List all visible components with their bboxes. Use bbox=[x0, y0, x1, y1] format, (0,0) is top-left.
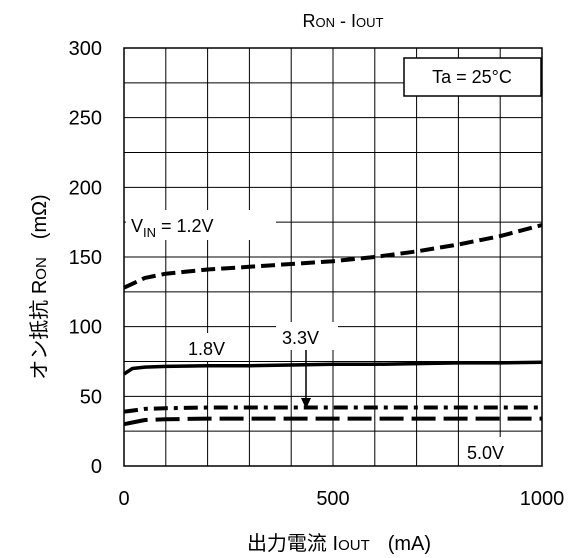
x-axis-label: 出力電流 IOUT (mA) bbox=[247, 532, 431, 555]
x-tick-label: 0 bbox=[118, 488, 129, 510]
label-bg-5-0v bbox=[461, 437, 525, 465]
condition-box-label: Ta = 25°C bbox=[432, 67, 512, 87]
series-label-1-8v: 1.8V bbox=[188, 339, 225, 359]
x-tick-label: 1000 bbox=[520, 488, 565, 510]
series-line-1 bbox=[123, 360, 543, 376]
gridlines bbox=[124, 48, 542, 466]
series-label-5-0v: 5.0V bbox=[467, 443, 504, 463]
series-line-3 bbox=[123, 416, 542, 427]
y-tick-label: 100 bbox=[69, 317, 102, 339]
series-label-3-3v: 3.3V bbox=[282, 328, 319, 348]
condition-box bbox=[403, 57, 542, 97]
y-tick-label: 50 bbox=[80, 386, 102, 408]
series-lines bbox=[123, 223, 543, 427]
y-tick-label: 300 bbox=[69, 38, 102, 60]
y-tick-labels: 0 50 100 150 200 250 300 bbox=[69, 38, 102, 478]
y-tick-label: 250 bbox=[69, 108, 102, 130]
x-tick-label: 500 bbox=[316, 488, 349, 510]
pointer-arrowhead-3-3v bbox=[301, 398, 311, 409]
y-axis-label: オン抵抗 RON(mΩ) bbox=[28, 194, 51, 379]
x-tick-labels: 0 500 1000 bbox=[118, 488, 564, 510]
y-tick-label: 150 bbox=[69, 247, 102, 269]
series-line-2 bbox=[123, 405, 542, 414]
chart-title: RON - IOUT bbox=[303, 11, 384, 31]
series-line-0 bbox=[123, 223, 543, 290]
label-bg-3-3v bbox=[276, 322, 338, 350]
series-label-vin-1-2v: VIN = 1.2V bbox=[131, 216, 214, 240]
label-bg-vin-1-2v bbox=[126, 210, 276, 240]
y-tick-label: 200 bbox=[69, 177, 102, 199]
plot-frame bbox=[123, 47, 543, 467]
label-bg-1-8v bbox=[182, 333, 242, 361]
y-tick-label: 0 bbox=[91, 456, 102, 478]
